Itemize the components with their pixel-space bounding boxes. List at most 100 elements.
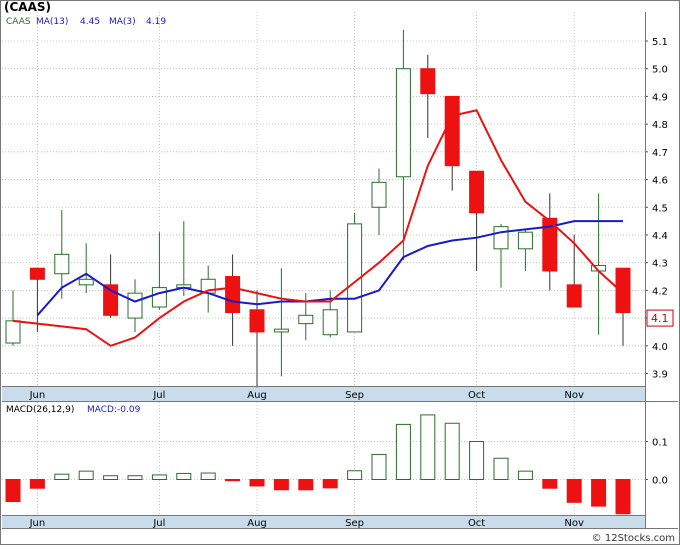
ma13-line <box>36 220 623 316</box>
candle <box>395 29 411 260</box>
candle <box>54 210 70 299</box>
candle <box>469 170 485 271</box>
macd-bar-negative <box>249 479 265 487</box>
macd-bar-negative <box>566 479 582 503</box>
candle-body-up <box>371 181 387 208</box>
candle <box>5 290 21 346</box>
candle-body-down <box>420 68 436 95</box>
candle <box>566 234 582 308</box>
macd-params-label: MACD(26,12,9) <box>6 405 74 415</box>
price-y-tick-label: 5.0 <box>652 65 668 76</box>
price-y-tick-label: 4.0 <box>652 342 668 353</box>
candle <box>542 193 558 291</box>
macd-bar-positive <box>371 453 387 481</box>
macd-bar-positive <box>469 441 485 480</box>
candle <box>517 229 533 271</box>
candle-body-down <box>249 309 265 333</box>
macd-bar-positive <box>176 472 192 481</box>
macd-y-tick-label: 0.1 <box>652 438 668 449</box>
price-y-tick-label: 4.9 <box>652 92 668 103</box>
candle <box>615 267 631 346</box>
macd-bar-negative <box>273 479 289 491</box>
candle-body-up <box>395 68 411 178</box>
macd-bar-positive <box>395 423 411 480</box>
macd-bar-positive <box>347 470 363 481</box>
candle <box>371 168 387 235</box>
candle-body-down <box>29 267 45 280</box>
price-y-tick-label: 5.1 <box>652 37 668 48</box>
macd-x-tick-label: Jul <box>152 518 165 529</box>
candle-body-up <box>517 231 533 250</box>
candle-body-down <box>615 267 631 314</box>
macd-x-tick-label: Oct <box>468 518 485 529</box>
macd-bar-positive <box>444 422 460 481</box>
macd-bar-positive <box>200 472 216 481</box>
legend-ma13-value: 4.45 <box>80 17 100 27</box>
candle <box>420 54 436 138</box>
legend-symbol: CAAS <box>6 17 31 27</box>
price-x-tick-label: Oct <box>468 390 485 401</box>
price-x-axis: Jun Jul Aug Sep Oct Nov <box>29 390 584 401</box>
candle-body-down <box>225 276 241 314</box>
macd-bar-positive <box>103 475 119 481</box>
macd-x-axis: Jun Jul Aug Sep Oct Nov <box>29 518 584 529</box>
candle-body-up <box>322 309 338 336</box>
watermark: © 12Stocks.com <box>592 533 675 544</box>
price-y-tick-label: 4.8 <box>652 120 668 131</box>
macd-bar-negative <box>591 479 607 507</box>
price-y-tick-label: 4.7 <box>652 148 668 159</box>
macd-bar-negative <box>322 479 338 489</box>
candle-body-up <box>273 328 289 333</box>
macd-bar-negative <box>5 479 21 503</box>
macd-bar-positive <box>151 474 167 481</box>
last-price-label: 4.1 <box>651 312 669 325</box>
price-y-tick-label: 3.9 <box>652 370 668 381</box>
macd-x-tick-label: Nov <box>564 518 584 529</box>
macd-y-tick-label: 0.0 <box>652 476 668 487</box>
ma3-line <box>12 109 624 347</box>
macd-bar-positive <box>54 473 70 480</box>
legend-ma3-label: MA(3) <box>109 17 136 27</box>
price-y-tick-label: 4.6 <box>652 176 668 187</box>
macd-bar-positive <box>517 470 533 481</box>
candle-body-down <box>566 284 582 308</box>
candle <box>273 268 289 377</box>
candle-body-up <box>5 320 21 344</box>
candle-body-up <box>127 292 143 319</box>
legend-ma13-label: MA(13) <box>36 17 68 27</box>
macd-bar-positive <box>493 457 509 481</box>
candle-body-up <box>347 223 363 333</box>
price-x-tick-label: Aug <box>247 390 267 401</box>
macd-bar-positive <box>127 475 143 481</box>
price-x-tick-label: Jul <box>152 390 165 401</box>
macd-bar-negative <box>225 479 241 482</box>
macd-bars <box>5 414 631 515</box>
candle-body-down <box>469 170 485 214</box>
price-y-tick-label: 4.3 <box>652 259 668 270</box>
candle-body-up <box>493 226 509 250</box>
candle-body-up <box>151 287 167 308</box>
macd-x-tick-label: Aug <box>247 518 267 529</box>
macd-bar-positive <box>420 414 436 480</box>
last-price-tag: 4.1 <box>646 309 674 327</box>
price-x-tick-label: Sep <box>345 390 364 401</box>
candle-body-down <box>444 95 460 167</box>
macd-bar-negative <box>542 479 558 489</box>
macd-x-tick-label: Sep <box>345 518 364 529</box>
candle-body-up <box>298 314 314 325</box>
candle <box>249 290 265 388</box>
price-y-tick-label: 4.2 <box>652 286 668 297</box>
price-grid <box>2 12 645 386</box>
macd-bar-positive <box>78 470 94 481</box>
macd-x-tick-label: Jun <box>29 518 46 529</box>
macd-value-label: MACD:-0.09 <box>87 405 141 415</box>
price-date-strip <box>2 386 645 401</box>
price-x-tick-label: Jun <box>29 390 46 401</box>
macd-date-strip <box>2 515 645 528</box>
candle-body-up <box>78 278 94 286</box>
macd-bar-negative <box>29 479 45 489</box>
candle-body-up <box>54 253 70 275</box>
price-panel: Jun Jul Aug Sep Oct Nov 3.9 4.0 4.1 4.2 4.3 4.4 4.5… <box>2 12 678 402</box>
price-y-tick-label: 4.4 <box>652 231 668 242</box>
